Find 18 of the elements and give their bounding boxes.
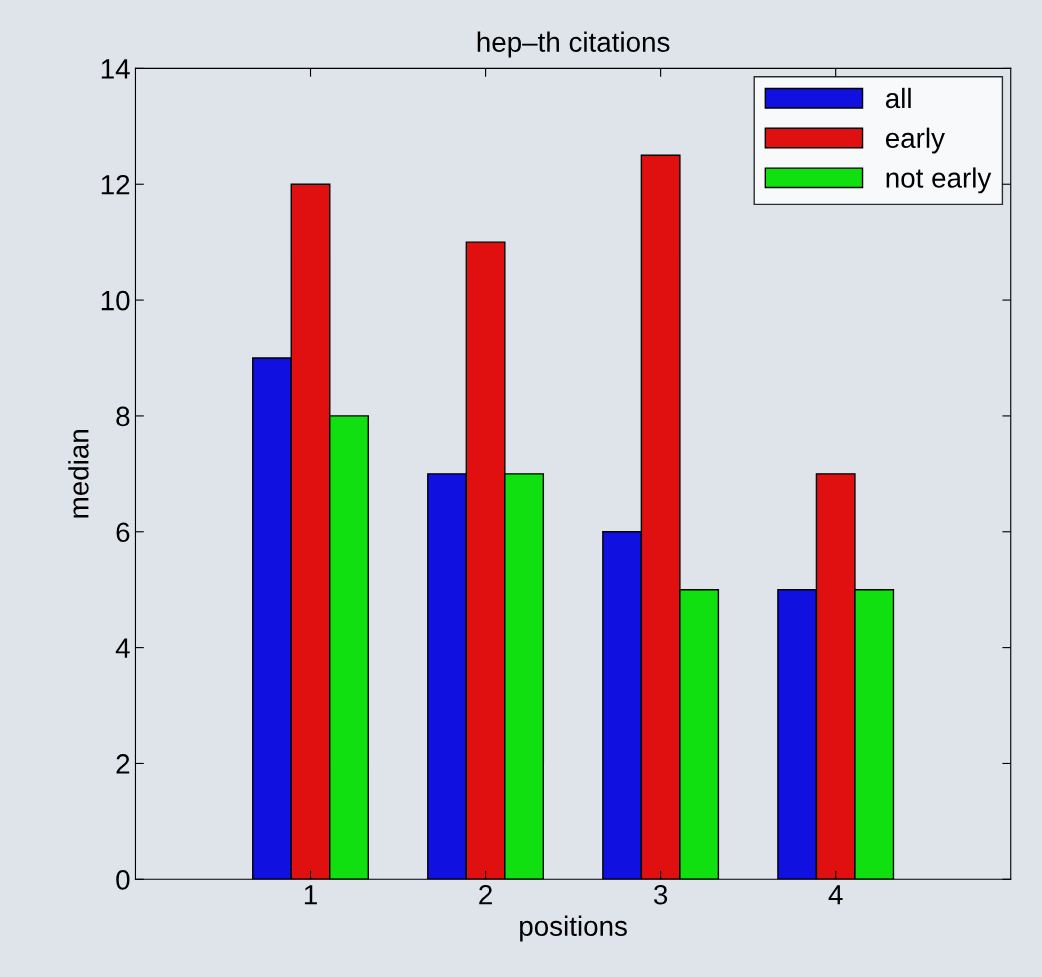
- y-tick-label: 0: [116, 869, 130, 890]
- y-tick-label: 12: [101, 174, 130, 195]
- y-tick-label: 4: [115, 638, 130, 658]
- x-tick-label: 2: [479, 884, 492, 905]
- x-axis-title: positions: [520, 915, 627, 942]
- y-tick-label: 8: [116, 406, 130, 427]
- y-tick-label: 2: [116, 754, 130, 774]
- x-tick-label: 4: [828, 885, 843, 905]
- x-tick-label: 3: [653, 884, 668, 905]
- legend-label: early: [885, 127, 945, 154]
- x-tick-label: 1: [304, 885, 317, 905]
- y-axis-title: median: [68, 430, 89, 518]
- legend-label: not early: [886, 167, 992, 194]
- legend-label: all: [885, 87, 911, 109]
- y-tick-label: 14: [101, 59, 130, 79]
- chart-title: hep–th citations: [477, 31, 670, 58]
- y-tick-label: 6: [116, 522, 130, 543]
- y-tick-label: 10: [101, 290, 130, 311]
